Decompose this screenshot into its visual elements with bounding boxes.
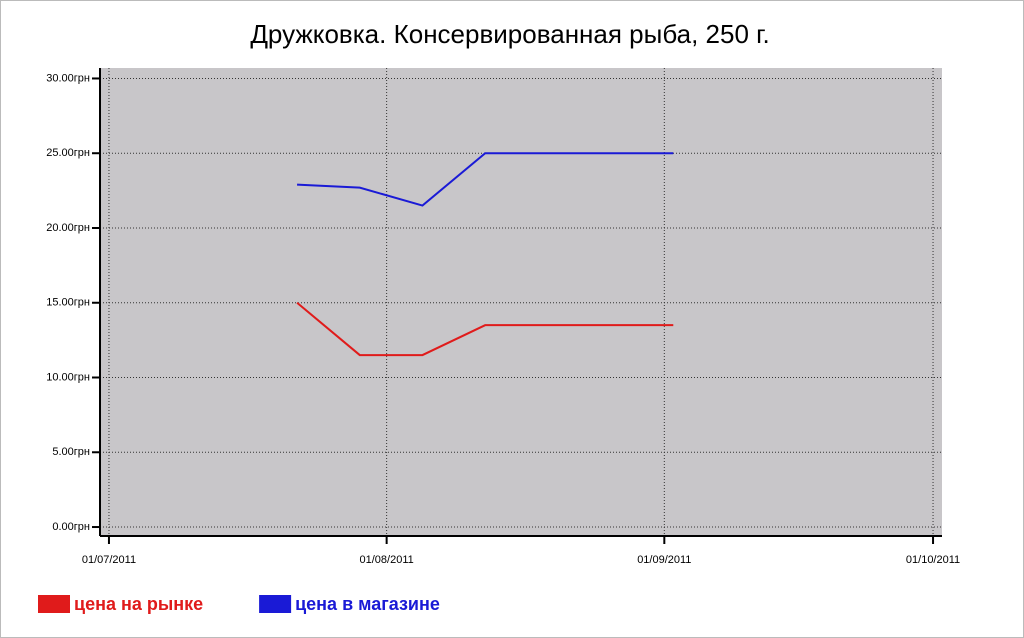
y-tick-label: 5.00грн (52, 446, 90, 458)
series-line (297, 152, 674, 207)
x-tick-label: 01/08/2011 (360, 554, 414, 566)
y-tick-label: 20.00грн (46, 222, 90, 234)
y-tick-label: 10.00грн (46, 371, 90, 383)
x-tick-label: 01/09/2011 (637, 554, 691, 566)
chart-title: Дружковка. Консервированная рыба, 250 г. (250, 19, 769, 49)
series-line (296, 301, 674, 357)
y-tick-label: 25.00грн (46, 147, 90, 159)
plot-area (100, 68, 942, 536)
legend-label: цена на рынке (74, 594, 203, 614)
y-tick-label: 0.00грн (52, 521, 90, 533)
legend-swatch (38, 595, 70, 613)
legend-label: цена в магазине (295, 594, 440, 614)
legend-swatch (259, 595, 292, 613)
y-tick-label: 15.00грн (46, 297, 90, 309)
x-tick-label: 01/07/2011 (82, 554, 136, 566)
x-tick-label: 01/10/2011 (906, 554, 960, 566)
y-tick-label: 30.00грн (46, 72, 90, 84)
